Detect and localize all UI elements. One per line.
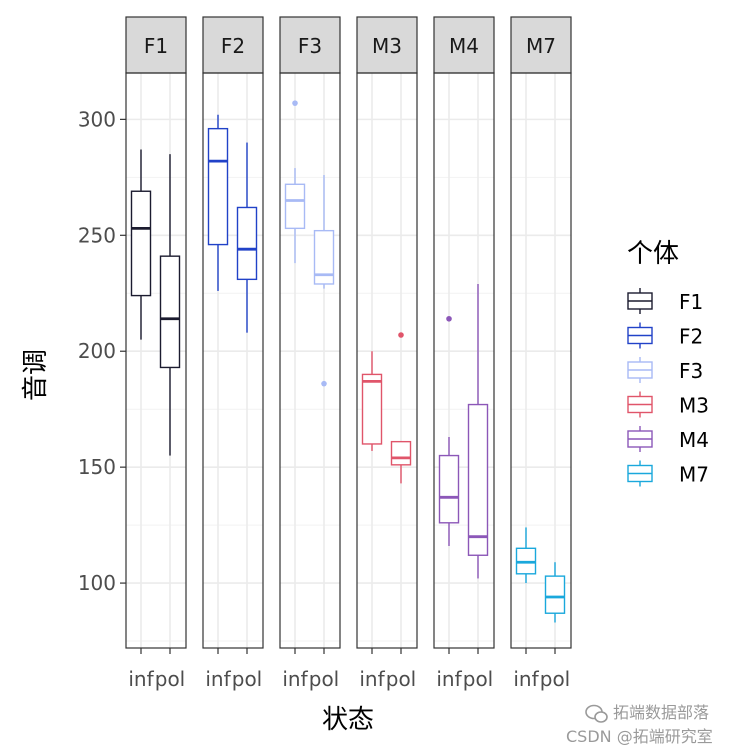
legend-label: F1 (679, 290, 703, 314)
watermark-line2: CSDN @拓端研究室 (566, 727, 713, 746)
legend-label: F3 (679, 359, 703, 383)
legend-entry-m3: M3 (627, 391, 709, 418)
box-m3-inf (361, 351, 383, 451)
box-iqr (284, 183, 306, 230)
box-iqr (207, 127, 229, 246)
legend-entry-f3: F3 (627, 357, 703, 383)
box-iqr (438, 454, 460, 524)
x-tick-label: pol (540, 667, 571, 691)
x-tick-label: inf (436, 667, 462, 691)
box-iqr (159, 255, 181, 369)
legend-entry-f1: F1 (627, 288, 703, 314)
x-tick-label: inf (128, 667, 154, 691)
box-iqr (467, 403, 489, 556)
box-f1-inf (130, 149, 152, 340)
legend-title: 个体 (627, 239, 679, 269)
panel-border (125, 72, 187, 649)
panel-border (202, 72, 264, 649)
watermark: 拓端数据部落 CSDN @拓端研究室 (566, 703, 713, 746)
legend-label: F2 (679, 325, 703, 349)
x-tick-label: pol (463, 667, 494, 691)
box-iqr (544, 575, 566, 614)
panel-background (434, 73, 494, 648)
facet-panel-f1: F1 inf pol (125, 16, 187, 691)
x-tick-label: inf (205, 667, 231, 691)
facet-panel-m4: M4 inf pol (433, 16, 495, 691)
facet-strip (510, 16, 572, 74)
facet-strip (356, 16, 418, 74)
facet-panel-m3: M3 inf pol (356, 16, 418, 691)
legend-entry-m4: M4 (627, 426, 709, 452)
panel-background (280, 73, 340, 648)
x-tick-label: pol (232, 667, 263, 691)
legend-entry-m7: M7 (627, 460, 709, 487)
box-iqr (236, 206, 258, 281)
facet-strip-label: M7 (526, 34, 556, 58)
x-tick-label: pol (386, 667, 417, 691)
box-m4-pol (467, 283, 489, 579)
x-tick-label: inf (282, 667, 308, 691)
x-tick-label: inf (359, 667, 385, 691)
y-tick-label: 150 (78, 455, 116, 479)
facet-strip-label: M3 (372, 34, 402, 58)
facet-panel-f2: F2 inf pol (202, 16, 264, 691)
outlier-point (321, 380, 327, 387)
facet-strip-label: M4 (449, 34, 479, 58)
panel-border (510, 72, 572, 649)
legend-entry-f2: F2 (627, 322, 703, 349)
box-iqr (313, 229, 335, 285)
x-tick-label: pol (155, 667, 186, 691)
box-f1-pol (159, 154, 181, 456)
wechat-icon (585, 704, 608, 723)
y-tick-label: 250 (78, 223, 116, 247)
box-f3-pol (313, 175, 335, 387)
facet-panel-f3: F3 inf pol (279, 16, 341, 691)
x-tick-label: pol (309, 667, 340, 691)
facet-strip-label: F1 (144, 34, 168, 58)
panel-border (356, 72, 418, 649)
facet-strip (279, 16, 341, 74)
watermark-line1: 拓端数据部落 (613, 703, 709, 722)
facet-strip (202, 16, 264, 74)
outlier-point (292, 100, 298, 106)
outlier-point (446, 315, 452, 322)
box-f2-pol (236, 142, 258, 333)
facet-strip-label: F2 (221, 34, 245, 58)
facet-strip (125, 16, 187, 74)
box-m4-inf (438, 315, 460, 546)
x-axis-title: 状态 (322, 705, 374, 735)
box-iqr (390, 440, 412, 466)
y-tick-label: 300 (78, 107, 116, 131)
facet-panel-m7: M7 inf pol (510, 16, 572, 691)
panel-border (279, 72, 341, 649)
y-tick-label: 100 (78, 571, 116, 595)
legend-label: M4 (679, 428, 709, 452)
box-f3-inf (284, 100, 306, 264)
y-tick-label: 200 (78, 339, 116, 363)
x-tick-label: inf (513, 667, 539, 691)
box-iqr (361, 373, 383, 445)
outlier-point (398, 332, 404, 338)
box-m3-pol (390, 332, 412, 484)
legend-label: M3 (679, 394, 709, 418)
box-f2-inf (207, 114, 229, 291)
facet-strip-label: F3 (298, 34, 322, 58)
box-iqr (130, 190, 152, 297)
box-m7-pol (544, 562, 566, 623)
legend-label: M7 (679, 463, 709, 487)
box-m7-inf (515, 527, 537, 584)
y-axis: 100 150 200 250 300 (78, 107, 126, 595)
facet-strip (433, 16, 495, 74)
panel-border (433, 72, 495, 649)
y-axis-title: 音调 (21, 349, 51, 401)
panel-background (357, 73, 417, 648)
